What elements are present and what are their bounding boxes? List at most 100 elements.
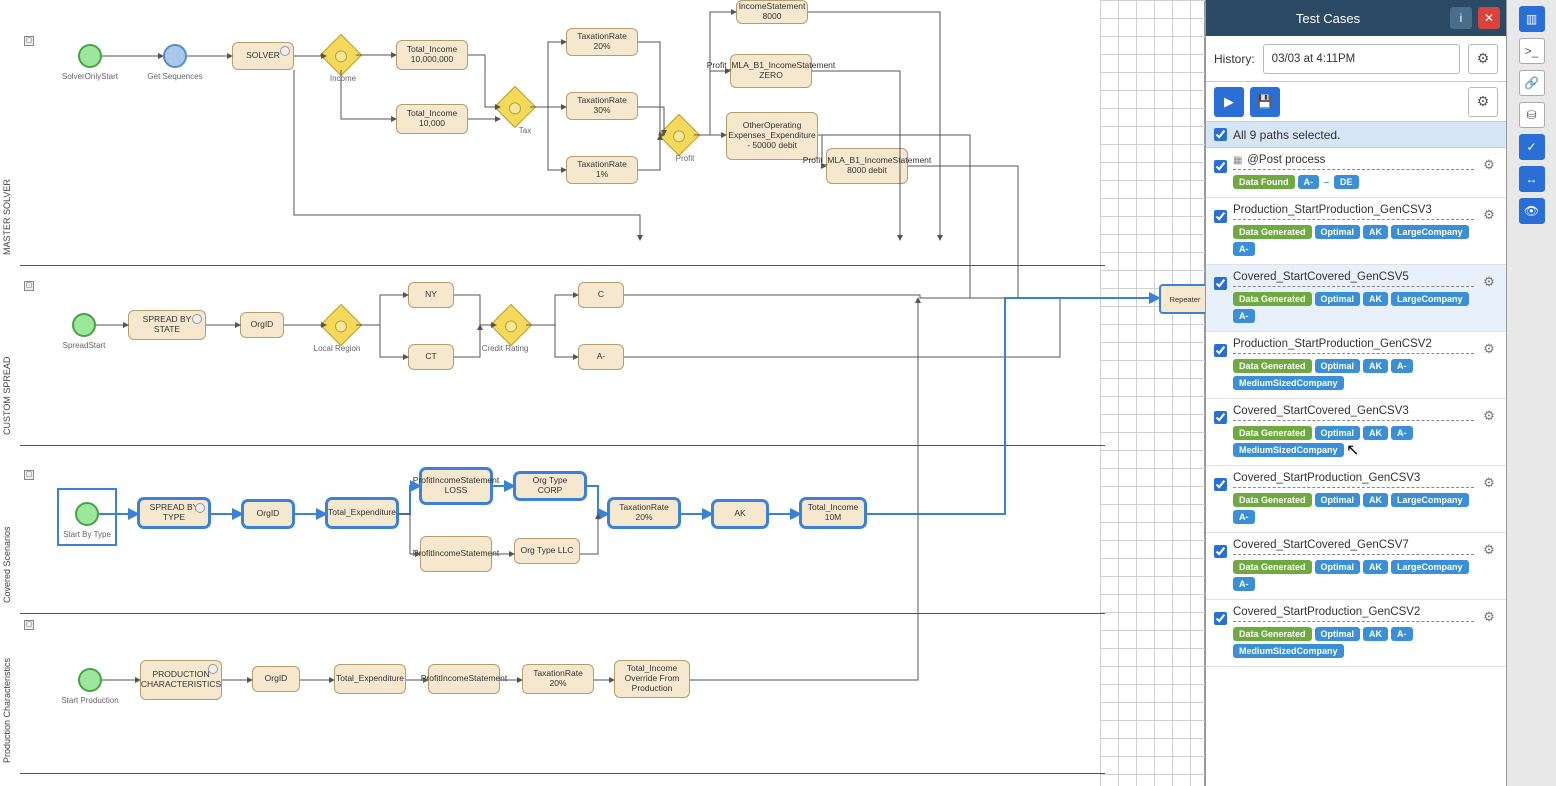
rail-console-button[interactable]: >_: [1519, 38, 1545, 64]
tag-badge: AK: [1363, 359, 1388, 373]
select-all-checkbox[interactable]: [1214, 128, 1227, 141]
test-case-checkbox[interactable]: [1214, 277, 1227, 290]
task-node[interactable]: ProfitIncomeStatement: [420, 536, 492, 572]
test-case-tags: Data GeneratedOptimalAKA-MediumSizedComp…: [1233, 627, 1474, 658]
history-dropdown[interactable]: 03/03 at 4:11PM: [1263, 44, 1460, 74]
task-node[interactable]: Total_Income 10,000,000: [396, 40, 468, 70]
test-case-item[interactable]: Covered_StartCovered_GenCSV5Data Generat…: [1206, 265, 1506, 332]
task-node[interactable]: Total_Income 10M: [800, 498, 866, 528]
task-node[interactable]: AK: [712, 500, 768, 528]
test-case-checkbox[interactable]: [1214, 210, 1227, 223]
test-case-item[interactable]: Covered_StartProduction_GenCSV3Data Gene…: [1206, 466, 1506, 533]
rail-link-button[interactable]: 🔗: [1519, 70, 1545, 96]
tag-badge: A-: [1233, 309, 1255, 323]
task-node[interactable]: Total_Income 10,000: [396, 104, 468, 134]
loop-marker-icon: [195, 503, 205, 513]
lane-collapse-button[interactable]: ▢: [24, 281, 34, 291]
run-button[interactable]: ▶: [1214, 87, 1244, 117]
test-case-checkbox[interactable]: [1214, 160, 1227, 173]
task-node[interactable]: TaxationRate 20%: [566, 28, 638, 56]
test-case-settings-button[interactable]: ⚙: [1480, 541, 1498, 559]
task-node[interactable]: ProfitIncomeStatement: [428, 664, 500, 694]
start-event[interactable]: [75, 502, 99, 526]
test-case-settings-button[interactable]: ⚙: [1480, 156, 1498, 174]
test-case-item[interactable]: Covered_StartCovered_GenCSV3Data Generat…: [1206, 399, 1506, 466]
rail-expand-button[interactable]: ↔: [1519, 166, 1545, 192]
task-node[interactable]: OrgID: [240, 312, 284, 338]
test-case-item[interactable]: Covered_StartCovered_GenCSV7Data Generat…: [1206, 533, 1506, 600]
task-node[interactable]: TaxationRate 20%: [608, 498, 680, 528]
diagram-canvas[interactable]: MASTER SOLVER▢CUSTOM SPREAD▢Covered Scen…: [0, 0, 1205, 786]
test-case-list[interactable]: ▦ @Post processData FoundA-–DE⚙Productio…: [1206, 148, 1506, 786]
select-all-row[interactable]: All 9 paths selected.: [1206, 122, 1506, 148]
test-case-checkbox[interactable]: [1214, 478, 1227, 491]
task-node[interactable]: Total_Expenditure: [326, 498, 398, 528]
task-node[interactable]: Org Type CORP: [514, 472, 586, 500]
gateway-node[interactable]: [490, 304, 532, 346]
task-node[interactable]: PRODUCTION CHARACTERISTICS: [140, 660, 222, 700]
test-case-item[interactable]: Production_StartProduction_GenCSV2Data G…: [1206, 332, 1506, 399]
test-case-checkbox[interactable]: [1214, 411, 1227, 424]
tag-badge: Data Generated: [1233, 560, 1312, 574]
history-settings-button[interactable]: ⚙: [1468, 44, 1498, 74]
start-event[interactable]: [78, 668, 102, 692]
save-button[interactable]: 💾: [1250, 87, 1280, 117]
task-node[interactable]: NY: [408, 282, 454, 308]
test-case-item[interactable]: ▦ @Post processData FoundA-–DE⚙: [1206, 148, 1506, 198]
gateway-node[interactable]: [320, 304, 362, 346]
start-event[interactable]: [72, 313, 96, 337]
panel-info-button[interactable]: i: [1450, 7, 1472, 29]
task-node[interactable]: ProfitIncomeStatement LOSS: [420, 468, 492, 504]
task-node[interactable]: Total_Expenditure: [334, 664, 406, 694]
task-node[interactable]: Profit_MLA_B1_IncomeStatement 8000 debit: [826, 148, 908, 184]
panel-header: Test Cases i ✕: [1206, 0, 1506, 36]
task-node[interactable]: SOLVER: [232, 42, 294, 70]
test-case-checkbox[interactable]: [1214, 545, 1227, 558]
gateway-node[interactable]: [658, 114, 700, 156]
task-node[interactable]: OrgID: [242, 500, 294, 528]
tag-badge: LargeCompany: [1391, 560, 1469, 574]
test-case-settings-button[interactable]: ⚙: [1480, 340, 1498, 358]
task-node[interactable]: SPREAD BY TYPE: [138, 498, 210, 528]
tag-badge: A-: [1233, 510, 1255, 524]
task-node[interactable]: TaxationRate 30%: [566, 92, 638, 120]
task-node[interactable]: SPREAD BY STATE: [128, 310, 206, 340]
task-node[interactable]: Profit_MLA_B1_IncomeStatement ZERO: [730, 54, 812, 88]
gateway-label: Profit: [650, 154, 720, 163]
task-node[interactable]: OtherOperating Expenses_Expenditure - 50…: [726, 112, 818, 160]
test-case-settings-button[interactable]: ⚙: [1480, 474, 1498, 492]
gateway-node[interactable]: [494, 86, 536, 128]
panel-close-button[interactable]: ✕: [1478, 7, 1500, 29]
test-case-settings-button[interactable]: ⚙: [1480, 407, 1498, 425]
test-case-checkbox[interactable]: [1214, 344, 1227, 357]
start-event[interactable]: [78, 44, 102, 68]
lane-collapse-button[interactable]: ▢: [24, 470, 34, 480]
task-node[interactable]: TaxationRate 20%: [522, 664, 594, 694]
test-case-checkbox[interactable]: [1214, 612, 1227, 625]
lane-collapse-button[interactable]: ▢: [24, 620, 34, 630]
repeater-node[interactable]: Repeater: [1159, 284, 1211, 314]
task-node[interactable]: Total_Income Override From Production: [614, 660, 690, 698]
task-node[interactable]: TaxationRate 1%: [566, 156, 638, 184]
test-case-item[interactable]: Covered_StartProduction_GenCSV2Data Gene…: [1206, 600, 1506, 667]
task-node[interactable]: Org Type LLC: [514, 538, 580, 564]
start-event[interactable]: [163, 44, 187, 68]
test-case-item[interactable]: Production_StartProduction_GenCSV3Data G…: [1206, 198, 1506, 265]
test-case-name: Production_StartProduction_GenCSV3: [1233, 204, 1474, 220]
task-node[interactable]: IncomeStatement 8000: [736, 0, 808, 24]
task-node[interactable]: CT: [408, 344, 454, 370]
test-case-settings-button[interactable]: ⚙: [1480, 608, 1498, 626]
rail-panel-toggle-button[interactable]: ▥: [1519, 6, 1545, 32]
lane-collapse-button[interactable]: ▢: [24, 36, 34, 46]
task-node[interactable]: OrgID: [252, 666, 300, 692]
gateway-node[interactable]: [320, 34, 362, 76]
rail-eye-button[interactable]: 👁: [1519, 198, 1545, 224]
test-case-settings-button[interactable]: ⚙: [1480, 206, 1498, 224]
test-case-settings-button[interactable]: ⚙: [1480, 273, 1498, 291]
tag-badge: A-: [1391, 359, 1413, 373]
rail-check-button[interactable]: ✓: [1519, 134, 1545, 160]
rail-db-button[interactable]: ⛁: [1519, 102, 1545, 128]
task-node[interactable]: C: [578, 282, 624, 308]
task-node[interactable]: A-: [578, 344, 624, 370]
toolbar-settings-button[interactable]: ⚙: [1468, 87, 1498, 117]
